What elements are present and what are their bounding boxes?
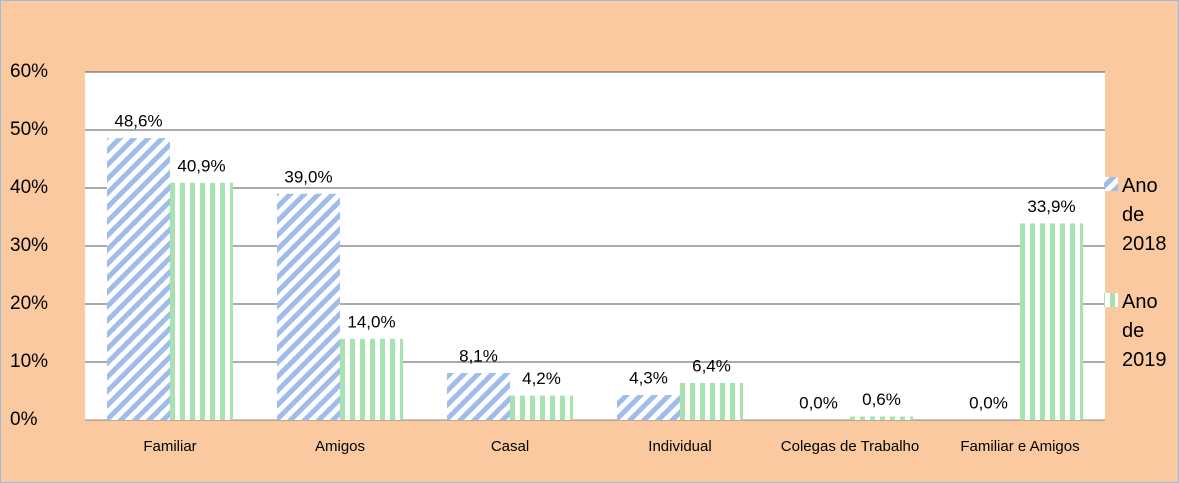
legend-swatch — [1104, 293, 1118, 307]
y-tick-label: 0% — [10, 409, 38, 430]
value-label: 40,9% — [177, 156, 225, 175]
y-tick-label: 30% — [10, 235, 48, 256]
bar — [617, 395, 680, 420]
x-tick-label: Familiar — [143, 438, 197, 455]
x-tick-label: Casal — [490, 438, 530, 455]
value-label: 6,4% — [692, 356, 731, 375]
bar — [680, 382, 743, 420]
value-label: 4,2% — [522, 369, 561, 388]
bar — [170, 182, 233, 420]
legend-label: Ano de 2019 — [1122, 291, 1167, 371]
value-label: 39,0% — [284, 167, 332, 186]
value-label: 14,0% — [347, 312, 395, 331]
value-label: 8,1% — [459, 347, 498, 366]
bar — [340, 338, 403, 420]
x-tick-label: Familiar e Amigos — [960, 438, 1080, 455]
y-tick-label: 20% — [10, 293, 48, 314]
y-tick-label: 10% — [10, 351, 48, 372]
value-label: 0,6% — [862, 390, 901, 409]
bar — [850, 416, 913, 420]
bar — [1020, 223, 1083, 420]
y-tick-label: 50% — [10, 119, 48, 140]
x-tick-label: Individual — [648, 438, 712, 455]
bar — [510, 395, 573, 420]
value-label: 0,0% — [799, 393, 838, 412]
value-label: 33,9% — [1027, 197, 1075, 216]
bar — [447, 373, 510, 420]
value-label: 4,3% — [629, 369, 668, 388]
value-label: 0,0% — [969, 393, 1008, 412]
legend-label: Ano de 2018 — [1122, 175, 1167, 255]
bar — [277, 193, 340, 420]
y-tick-label: 60% — [10, 61, 48, 82]
bar — [107, 138, 170, 420]
x-tick-label: Amigos — [314, 438, 366, 455]
legend-swatch — [1104, 177, 1118, 191]
x-tick-label: Colegas de Trabalho — [780, 438, 920, 455]
value-label: 48,6% — [114, 112, 162, 131]
y-tick-label: 40% — [10, 177, 48, 198]
